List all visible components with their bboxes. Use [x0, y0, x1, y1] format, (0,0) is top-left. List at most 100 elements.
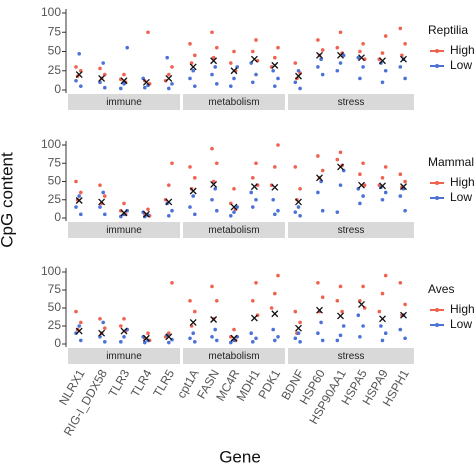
- data-point: [213, 327, 217, 332]
- mean-marker: [358, 300, 365, 308]
- data-point: [273, 212, 277, 217]
- data-point: [338, 183, 343, 187]
- mean-marker: [120, 77, 128, 85]
- mean-marker: [379, 182, 386, 190]
- x-tick-label: TLR3: [106, 367, 133, 400]
- mean-marker: [189, 187, 197, 195]
- data-point: [74, 78, 78, 83]
- data-point: [188, 336, 192, 341]
- data-point: [251, 340, 255, 344]
- data-point: [380, 51, 385, 55]
- data-point: [251, 299, 255, 303]
- data-point: [210, 72, 214, 77]
- data-point: [335, 68, 340, 73]
- data-point: [146, 331, 150, 336]
- data-point: [167, 72, 171, 77]
- data-point: [398, 65, 403, 69]
- data-point: [215, 45, 219, 50]
- data-point: [211, 179, 216, 184]
- data-point: [398, 26, 403, 31]
- facet-label: immune: [106, 225, 142, 236]
- data-point: [210, 197, 214, 202]
- mean-marker: [98, 198, 106, 206]
- data-point: [380, 80, 385, 85]
- data-point: [251, 80, 255, 85]
- data-point: [320, 72, 325, 77]
- facet-label: metabolism: [208, 97, 259, 108]
- facet-strip: [183, 348, 285, 364]
- mean-marker: [165, 198, 173, 206]
- data-point: [215, 208, 219, 213]
- data-point: [296, 205, 301, 209]
- data-point: [188, 42, 192, 46]
- data-point: [271, 327, 276, 332]
- data-point: [103, 340, 107, 344]
- data-point: [193, 53, 197, 58]
- legend-title: Aves: [428, 282, 454, 296]
- mean-marker: [358, 181, 365, 189]
- y-tick-label: 100: [41, 264, 61, 278]
- mean-marker: [230, 67, 238, 75]
- data-point: [77, 324, 81, 328]
- mean-marker: [142, 334, 150, 342]
- data-point: [232, 327, 236, 332]
- data-point: [403, 76, 407, 81]
- legend-label: Low: [450, 58, 472, 72]
- data-point: [298, 340, 302, 344]
- data-point: [341, 324, 346, 328]
- data-point: [232, 187, 236, 191]
- mean-marker: [400, 311, 407, 319]
- legend-swatch-dot: [435, 308, 439, 312]
- data-point: [191, 194, 195, 198]
- mean-marker: [98, 329, 106, 337]
- data-point: [296, 331, 301, 336]
- data-point: [213, 65, 217, 69]
- mean-marker: [337, 163, 344, 171]
- data-point: [210, 146, 214, 151]
- mean-marker: [400, 55, 407, 63]
- facet-label: stress: [338, 225, 365, 236]
- legend-swatch-dot: [435, 323, 439, 327]
- mean-marker: [358, 54, 365, 62]
- data-point: [74, 205, 78, 209]
- data-point: [167, 340, 171, 345]
- data-point: [293, 210, 298, 214]
- data-point: [193, 340, 197, 344]
- data-point: [293, 80, 298, 85]
- data-point: [229, 340, 233, 345]
- data-point: [167, 86, 171, 91]
- x-axis-label: Gene: [219, 447, 261, 466]
- data-point: [403, 208, 407, 213]
- data-point: [335, 45, 340, 50]
- data-point: [77, 52, 81, 56]
- y-tick-label: 100: [41, 5, 61, 19]
- data-point: [167, 214, 171, 218]
- y-tick-label: 50: [48, 44, 62, 58]
- data-point: [377, 309, 382, 314]
- x-tick-label: TLR4: [128, 367, 155, 400]
- y-tick-label: 25: [48, 318, 62, 332]
- data-point: [403, 179, 407, 184]
- y-tick-label: 0: [54, 210, 61, 224]
- data-point: [361, 324, 365, 328]
- data-point: [358, 201, 362, 206]
- data-point: [341, 53, 346, 58]
- data-point: [293, 61, 298, 65]
- data-point: [356, 55, 361, 60]
- data-point: [398, 194, 403, 198]
- data-point: [210, 30, 214, 35]
- data-point: [193, 309, 197, 314]
- x-tick-label: TLR5: [150, 367, 177, 400]
- data-point: [320, 168, 325, 173]
- mean-marker: [120, 327, 128, 335]
- facet-label: immune: [106, 97, 142, 108]
- data-point: [188, 205, 192, 209]
- data-point: [229, 84, 233, 88]
- data-point: [340, 309, 344, 314]
- mean-marker: [316, 51, 323, 59]
- data-point: [320, 295, 325, 300]
- mean-marker: [210, 316, 218, 323]
- mean-marker: [189, 318, 197, 326]
- data-point: [215, 161, 219, 166]
- legend-label: Low: [450, 317, 472, 331]
